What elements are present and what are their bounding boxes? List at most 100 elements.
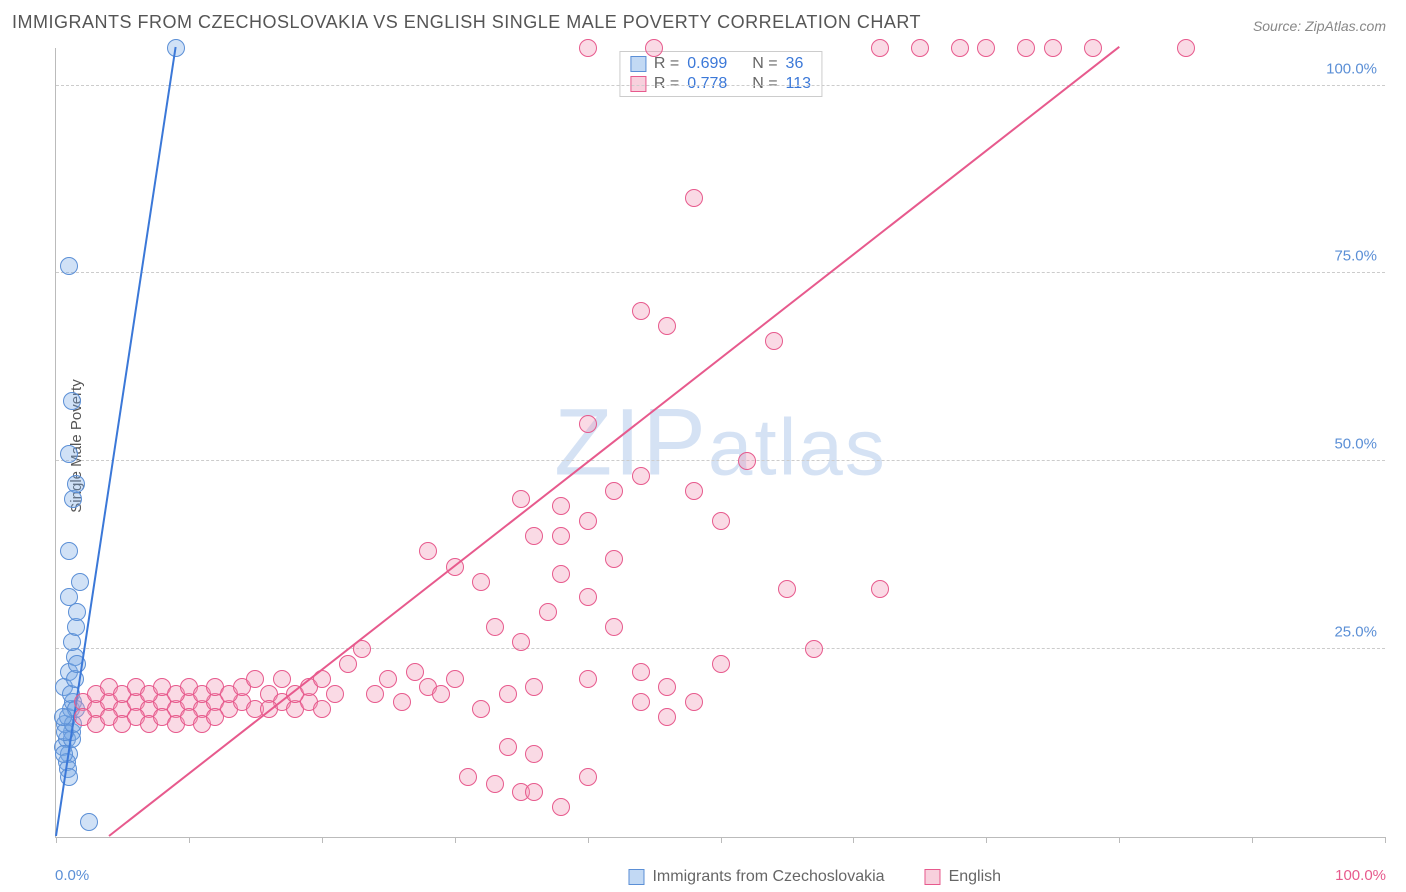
data-point: [1177, 39, 1195, 57]
data-point: [525, 745, 543, 763]
data-point: [419, 542, 437, 560]
stats-row-series-a: R = 0.699 N = 36: [626, 54, 815, 74]
data-point: [525, 527, 543, 545]
data-point: [60, 542, 78, 560]
data-point: [313, 700, 331, 718]
x-tick: [1119, 837, 1120, 843]
chart-title: IMMIGRANTS FROM CZECHOSLOVAKIA VS ENGLIS…: [12, 12, 921, 33]
data-point: [685, 482, 703, 500]
data-point: [393, 693, 411, 711]
x-tick: [322, 837, 323, 843]
data-point: [432, 685, 450, 703]
legend-label: Immigrants from Czechoslovakia: [652, 868, 884, 886]
data-point: [525, 783, 543, 801]
data-point: [499, 738, 517, 756]
data-point: [339, 655, 357, 673]
data-point: [472, 573, 490, 591]
data-point: [605, 618, 623, 636]
data-point: [525, 678, 543, 696]
data-point: [579, 670, 597, 688]
data-point: [246, 670, 264, 688]
data-point: [579, 415, 597, 433]
data-point: [71, 573, 89, 591]
data-point: [206, 708, 224, 726]
data-point: [632, 693, 650, 711]
data-point: [60, 445, 78, 463]
data-point: [658, 678, 676, 696]
data-point: [552, 497, 570, 515]
swatch-icon: [630, 56, 646, 72]
data-point: [512, 633, 530, 651]
x-axis-min-label: 0.0%: [55, 867, 89, 884]
source-attribution: Source: ZipAtlas.com: [1253, 18, 1386, 34]
plot-area: ZIPatlas R = 0.699 N = 36 R = 0.778 N = …: [55, 48, 1385, 838]
swatch-icon: [628, 869, 644, 885]
data-point: [486, 775, 504, 793]
data-point: [552, 527, 570, 545]
data-point: [658, 317, 676, 335]
data-point: [871, 580, 889, 598]
y-tick-label: 75.0%: [1334, 248, 1377, 265]
watermark-text: ZIPatlas: [554, 388, 887, 497]
data-point: [512, 490, 530, 508]
data-point: [1044, 39, 1062, 57]
legend-label: English: [949, 868, 1001, 886]
data-point: [632, 663, 650, 681]
data-point: [977, 39, 995, 57]
data-point: [579, 512, 597, 530]
data-point: [63, 392, 81, 410]
gridline: [56, 272, 1385, 273]
y-tick-label: 100.0%: [1326, 60, 1377, 77]
data-point: [459, 768, 477, 786]
data-point: [446, 670, 464, 688]
data-point: [712, 512, 730, 530]
legend-item-b: English: [925, 868, 1001, 886]
x-axis-max-label: 100.0%: [1335, 867, 1386, 884]
x-tick: [455, 837, 456, 843]
data-point: [605, 482, 623, 500]
data-point: [778, 580, 796, 598]
data-point: [685, 693, 703, 711]
data-point: [379, 670, 397, 688]
data-point: [273, 670, 291, 688]
data-point: [552, 798, 570, 816]
data-point: [54, 708, 72, 726]
data-point: [658, 708, 676, 726]
x-tick: [721, 837, 722, 843]
x-tick: [1385, 837, 1386, 843]
data-point: [499, 685, 517, 703]
data-point: [406, 663, 424, 681]
data-point: [712, 655, 730, 673]
gridline: [56, 85, 1385, 86]
correlation-stats-box: R = 0.699 N = 36 R = 0.778 N = 113: [619, 51, 822, 97]
data-point: [579, 39, 597, 57]
data-point: [326, 685, 344, 703]
data-point: [605, 550, 623, 568]
data-point: [911, 39, 929, 57]
data-point: [871, 39, 889, 57]
data-point: [685, 189, 703, 207]
data-point: [60, 257, 78, 275]
data-point: [632, 302, 650, 320]
data-point: [80, 813, 98, 831]
data-point: [472, 700, 490, 718]
x-tick: [986, 837, 987, 843]
data-point: [552, 565, 570, 583]
gridline: [56, 648, 1385, 649]
data-point: [765, 332, 783, 350]
data-point: [632, 467, 650, 485]
data-point: [486, 618, 504, 636]
data-point: [63, 633, 81, 651]
data-point: [1017, 39, 1035, 57]
data-point: [951, 39, 969, 57]
data-point: [579, 588, 597, 606]
data-point: [805, 640, 823, 658]
x-tick: [1252, 837, 1253, 843]
bottom-legend: Immigrants from Czechoslovakia English: [628, 868, 1001, 886]
y-tick-label: 50.0%: [1334, 436, 1377, 453]
swatch-icon: [925, 869, 941, 885]
data-point: [579, 768, 597, 786]
data-point: [1084, 39, 1102, 57]
x-tick: [189, 837, 190, 843]
x-tick: [588, 837, 589, 843]
